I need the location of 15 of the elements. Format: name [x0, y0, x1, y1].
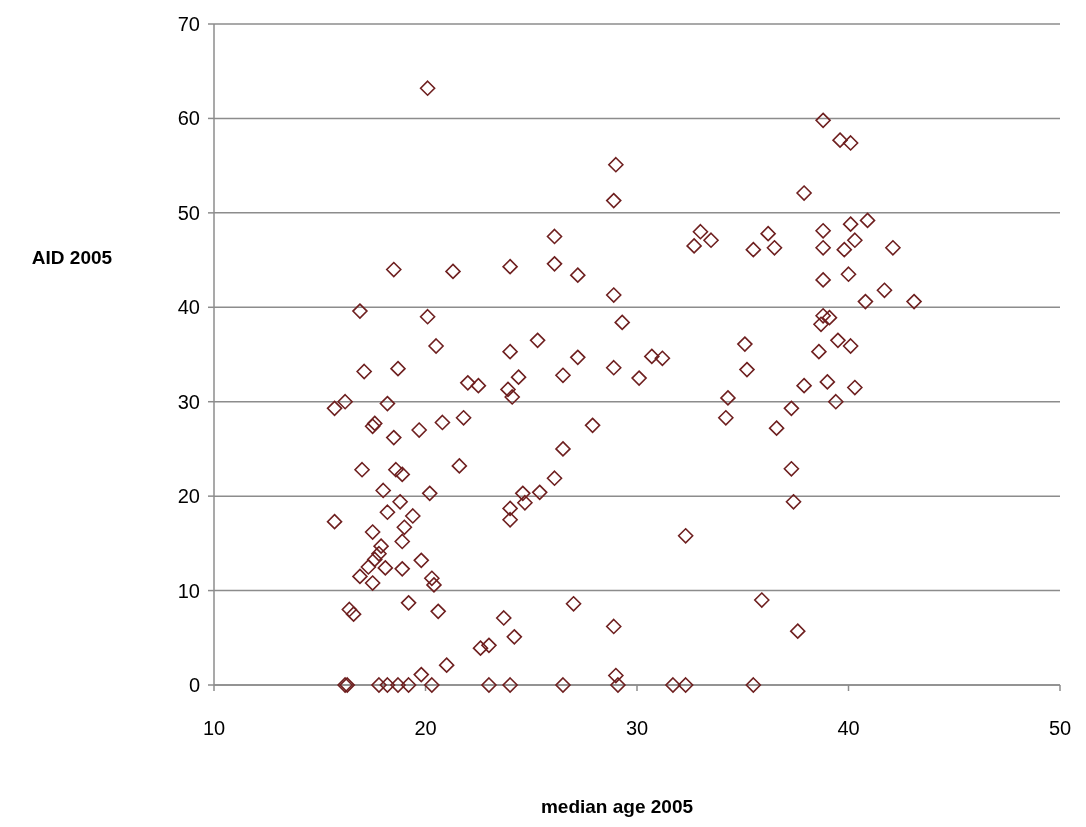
- x-axis-title: median age 2005: [540, 796, 694, 817]
- x-tick-label: 10: [202, 717, 226, 739]
- x-tick-label: 50: [1048, 717, 1072, 739]
- x-tick-label: 40: [837, 717, 860, 739]
- y-tick-label: 40: [177, 296, 200, 319]
- x-tick-label: 20: [414, 717, 437, 739]
- y-tick-label: 30: [177, 390, 200, 413]
- y-axis-title: AID 2005: [31, 247, 113, 268]
- y-tick-label: 60: [177, 107, 200, 130]
- x-tick-label: 30: [625, 717, 649, 739]
- y-tick-label: 50: [177, 201, 200, 224]
- y-tick-label: 70: [177, 13, 200, 35]
- y-tick-label: 20: [177, 485, 200, 508]
- y-tick-label: 0: [188, 674, 200, 696]
- y-tick-label: 10: [177, 579, 200, 602]
